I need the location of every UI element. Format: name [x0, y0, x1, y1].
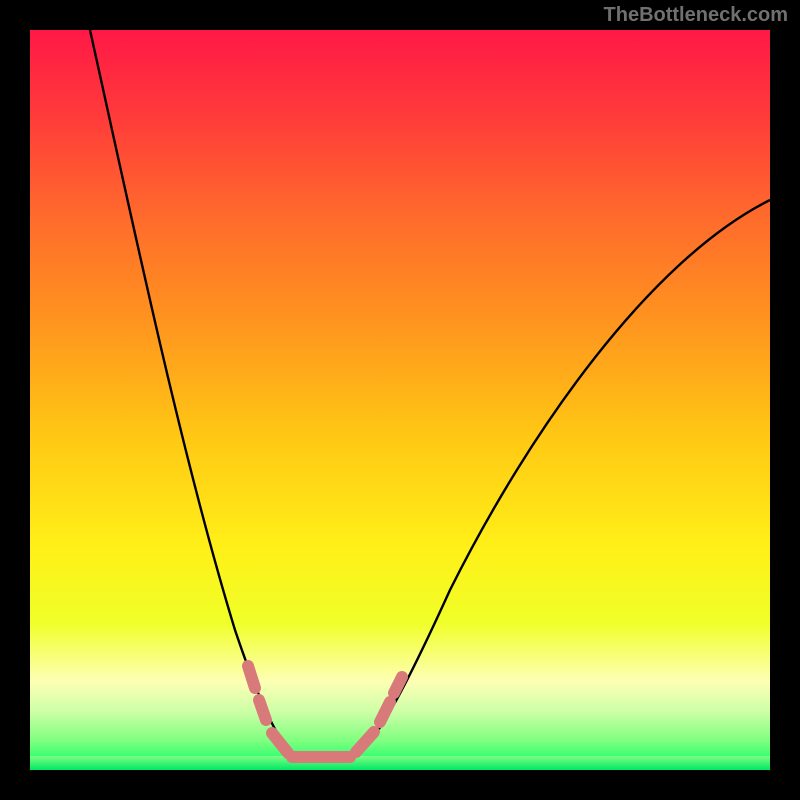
v-curve [90, 30, 770, 760]
trough-beads-group [248, 666, 402, 757]
trough-bead-4 [356, 732, 374, 752]
trough-bead-5 [380, 702, 390, 722]
trough-bead-6 [394, 677, 402, 693]
curve-layer [30, 30, 770, 770]
trough-bead-0 [248, 666, 255, 688]
watermark-text: TheBottleneck.com [604, 4, 788, 27]
trough-bead-1 [259, 700, 266, 720]
v-curve-group [90, 30, 770, 760]
plot-area [30, 30, 770, 770]
trough-bead-2 [272, 733, 288, 753]
